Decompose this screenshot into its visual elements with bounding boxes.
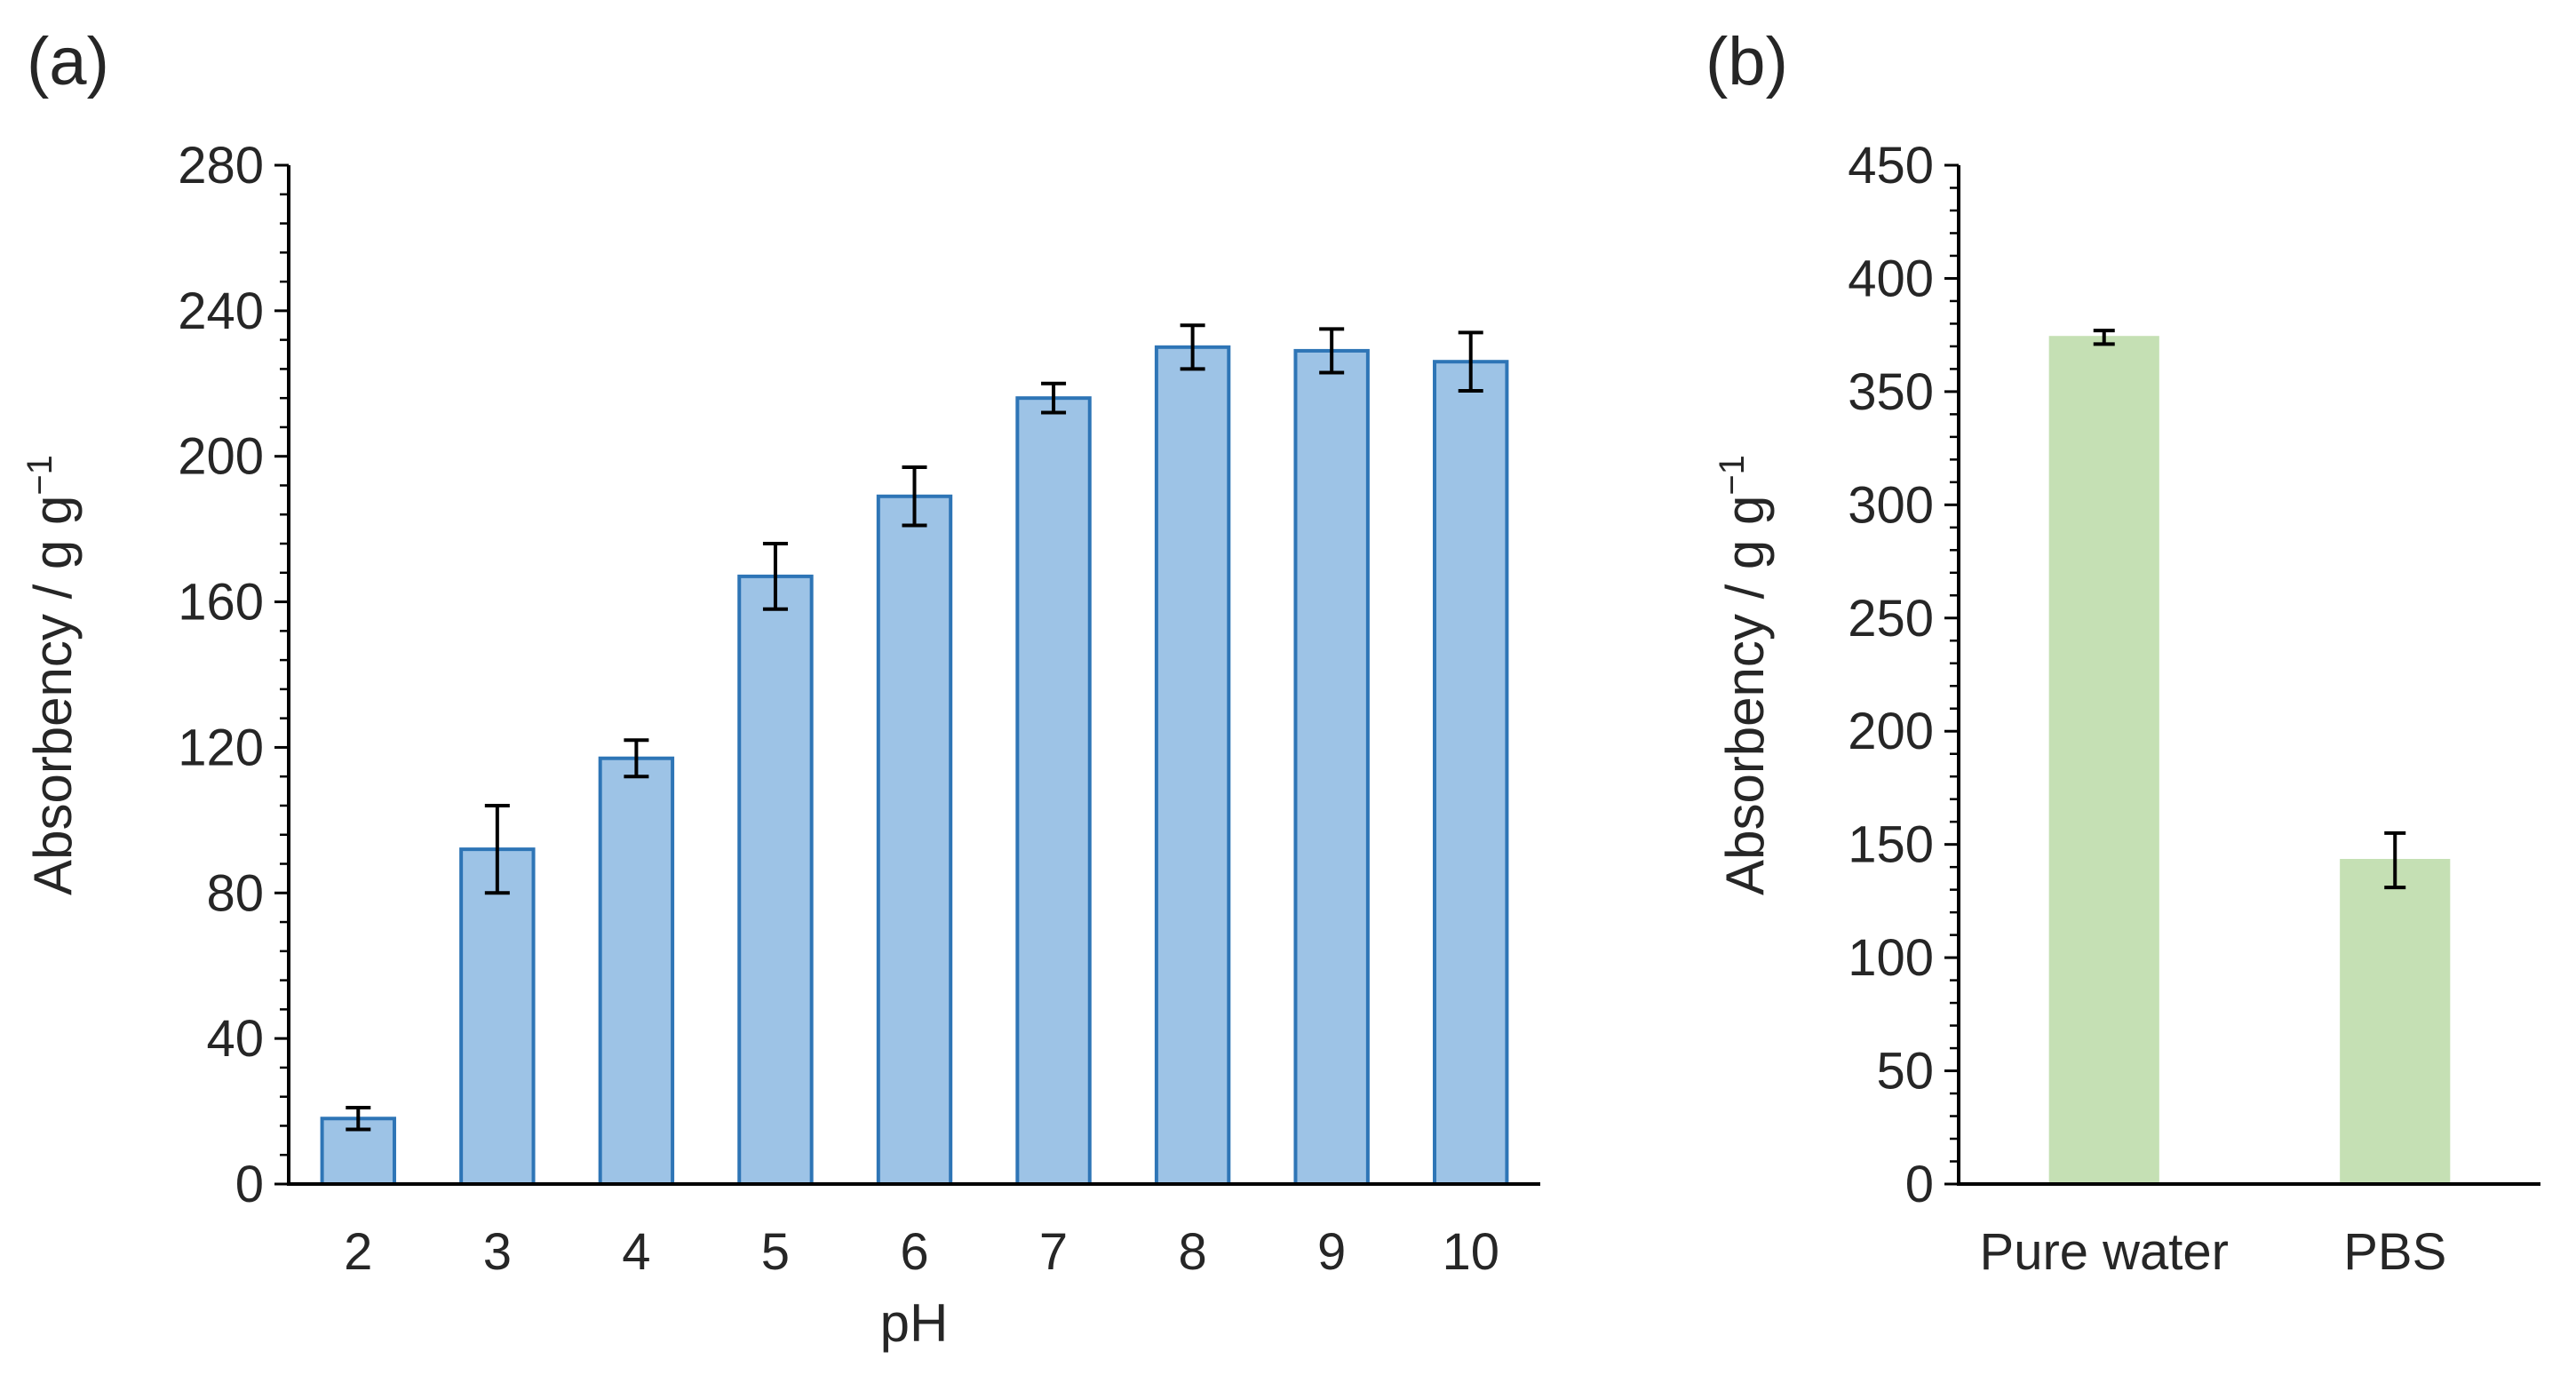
panel-a-x-tick-label: 4	[622, 1223, 650, 1281]
panel-a-x-tick-label: 6	[900, 1223, 928, 1281]
panel-a-y-axis-title: Absorbency / g g−1	[20, 455, 83, 895]
panel-a-label: (a)	[27, 24, 109, 99]
panel-b-error-bar	[2384, 831, 2406, 890]
panel-a-bar	[737, 574, 814, 1186]
panel-b-y-tick-label: 200	[1848, 703, 1934, 760]
panel-a-y-tick-label: 200	[178, 428, 264, 486]
panel-a-bar	[598, 756, 675, 1186]
panel-a-error-bar	[1041, 381, 1067, 415]
panel-b-y-axis-title: Absorbency / g g−1	[1713, 455, 1775, 895]
panel-a-x-tick-label: 9	[1317, 1223, 1346, 1281]
panel-b-label: (b)	[1705, 24, 1788, 99]
panel-a-x-tick-label: 2	[344, 1223, 372, 1281]
panel-a-y-tick-label: 120	[178, 719, 264, 776]
panel-a-error-bar	[902, 465, 927, 528]
panel-a-x-axis: 2 3 4 5 6 7 8 9 10	[344, 1223, 1499, 1281]
panel-b-bar	[2048, 336, 2159, 1186]
panel-b-error-bars	[2093, 329, 2406, 890]
panel-b: (b) 0 50 100 150 200 250 300 350 400 450 Pure wat…	[1705, 24, 2540, 1281]
panel-a-error-bar	[624, 738, 649, 779]
panel-b-y-tick-label: 150	[1848, 816, 1934, 874]
panel-a-error-bar	[484, 803, 510, 895]
panel-a-x-tick-label: 10	[1442, 1223, 1499, 1281]
panel-a-bar	[1015, 396, 1092, 1186]
panel-b-y-tick-label: 100	[1848, 929, 1934, 987]
panel-b-y-tick-label: 50	[1876, 1043, 1934, 1101]
panel-a-error-bar	[1458, 330, 1483, 393]
panel-a-x-tick-label: 7	[1039, 1223, 1068, 1281]
panel-b-error-bar	[2093, 329, 2115, 346]
panel-b-y-tick-label: 450	[1848, 137, 1934, 195]
panel-a-error-bar	[1180, 323, 1205, 371]
panel-a-x-tick-label: 8	[1178, 1223, 1206, 1281]
panel-a-error-bar	[1319, 327, 1345, 375]
panel-a-y-axis-title-main: Absorbency / g g	[23, 496, 83, 895]
panel-a-error-bar	[762, 542, 788, 611]
panel-a-bar	[1154, 345, 1231, 1187]
panel-a-bar	[1293, 348, 1370, 1186]
panel-a-x-axis-title: pH	[880, 1293, 949, 1353]
panel-b-y-tick-label: 400	[1848, 250, 1934, 307]
panel-b-y-axis: 0 50 100 150 200 250 300 350 400 450	[1848, 137, 1959, 1213]
panel-a-y-tick-label: 280	[178, 137, 264, 195]
panel-a-error-bars	[346, 323, 1483, 1132]
panel-a-bar	[876, 494, 953, 1186]
panel-b-bars	[2048, 336, 2451, 1186]
panel-a-y-tick-label: 80	[206, 864, 264, 922]
panel-a-y-tick-label: 40	[206, 1010, 264, 1068]
panel-a-y-axis-title-sup: −1	[20, 455, 60, 496]
panel-b-y-tick-label: 300	[1848, 476, 1934, 534]
panel-a: (a) 0 40 80 120 160 200 240 280 2 3 4 5 6 7 8 9 10 pH A…	[20, 24, 1540, 1353]
panel-a-x-tick-label: 5	[761, 1223, 790, 1281]
panel-b-x-axis: Pure water PBS	[1980, 1223, 2447, 1281]
panel-a-bar	[1433, 360, 1509, 1186]
panel-b-bar	[2340, 859, 2451, 1186]
panel-b-x-tick-label: PBS	[2343, 1223, 2446, 1281]
panel-b-y-axis-title-sup: −1	[1713, 455, 1752, 496]
panel-a-x-tick-label: 3	[483, 1223, 512, 1281]
panel-b-y-tick-label: 0	[1905, 1156, 1934, 1213]
panel-a-y-tick-label: 240	[178, 282, 264, 340]
panel-b-y-axis-title-main: Absorbency / g g	[1715, 496, 1775, 895]
panel-b-y-tick-label: 350	[1848, 363, 1934, 421]
panel-a-y-axis: 0 40 80 120 160 200 240 280	[178, 137, 289, 1213]
panel-a-y-tick-label: 0	[235, 1156, 264, 1213]
panel-a-bar	[459, 847, 536, 1187]
panel-b-y-tick-label: 250	[1848, 590, 1934, 648]
panel-a-error-bar	[346, 1105, 371, 1132]
panel-b-x-tick-label: Pure water	[1980, 1223, 2229, 1281]
panel-a-y-tick-label: 160	[178, 574, 264, 632]
